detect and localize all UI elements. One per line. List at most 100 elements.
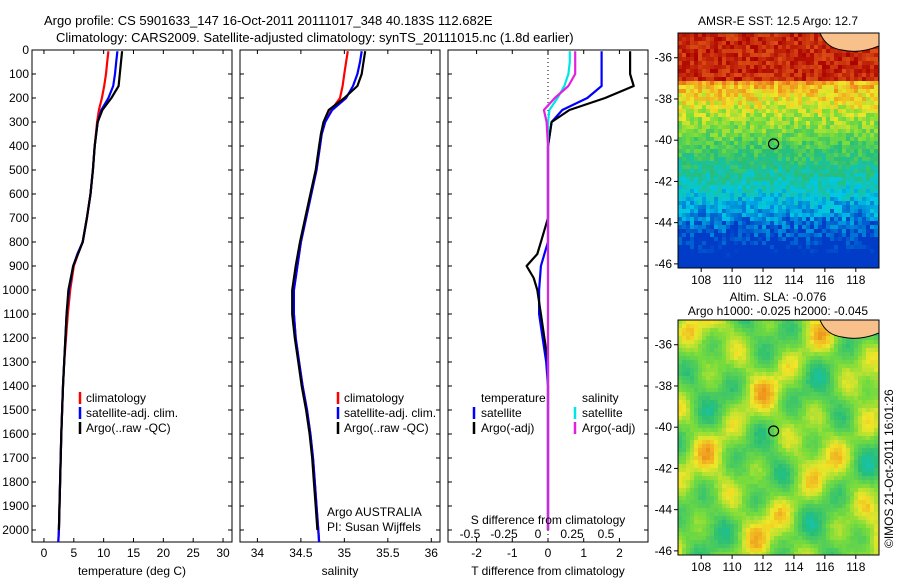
sla-cell (806, 424, 810, 428)
sst-cell (702, 37, 706, 41)
sla-cell (682, 324, 686, 328)
sla-cell (782, 400, 786, 404)
sst-cell (842, 165, 846, 169)
sla-cell (790, 348, 794, 352)
sla-cell (706, 444, 710, 448)
sla-cell (722, 396, 726, 400)
sla-cell (738, 376, 742, 380)
sla-cell (766, 444, 770, 448)
sla-cell (726, 428, 730, 432)
sla-cell (694, 376, 698, 380)
sla-cell (702, 368, 706, 372)
sla-cell (770, 324, 774, 328)
sst-cell (738, 169, 742, 173)
sla-cell (830, 432, 834, 436)
sst-cell (726, 249, 730, 253)
sla-cell (798, 328, 802, 332)
sst-cell (694, 145, 698, 149)
sst-cell (782, 129, 786, 133)
sst-cell (730, 237, 734, 241)
sla-cell (682, 436, 686, 440)
sst-cell (758, 37, 762, 41)
sst-cell (750, 257, 754, 261)
sst-cell (782, 265, 786, 268)
sla-cell (766, 452, 770, 456)
sla-cell (874, 408, 878, 412)
sla-cell (678, 356, 682, 360)
sst-cell (682, 149, 686, 153)
sla-cell (754, 400, 758, 404)
sla-cell (794, 408, 798, 412)
sst-cell (842, 237, 846, 241)
sst-cell (758, 61, 762, 65)
sst-cell (810, 229, 814, 233)
sla-cell (694, 336, 698, 340)
sla-cell (690, 428, 694, 432)
sla-cell (822, 416, 826, 420)
y-tick-label: 400 (9, 139, 29, 153)
sst-cell (850, 137, 854, 141)
sst-cell (694, 77, 698, 81)
sst-cell (722, 145, 726, 149)
sst-cell (826, 253, 830, 257)
sla-cell (690, 340, 694, 344)
sla-cell (806, 412, 810, 416)
sla-cell (770, 384, 774, 388)
sla-cell (774, 344, 778, 348)
sst-cell (826, 165, 830, 169)
sla-cell (770, 388, 774, 392)
sst-cell (782, 53, 786, 57)
sla-cell (862, 364, 866, 368)
sla-cell (854, 420, 858, 424)
sst-cell (730, 113, 734, 117)
sla-cell (714, 396, 718, 400)
legend-label-t-satellite: satellite (481, 406, 522, 420)
sst-cell (766, 165, 770, 169)
sst-cell (790, 121, 794, 125)
sla-cell (742, 452, 746, 456)
sla-cell (722, 444, 726, 448)
sst-cell (702, 113, 706, 117)
sst-cell (858, 181, 862, 185)
sst-cell (778, 57, 782, 61)
sst-cell (710, 169, 714, 173)
sst-cell (838, 153, 842, 157)
sst-cell (710, 33, 714, 37)
sst-cell (738, 53, 742, 57)
sst-cell (862, 249, 866, 253)
sst-cell (866, 113, 870, 117)
sla-cell (830, 416, 834, 420)
sst-cell (866, 53, 870, 57)
sla-cell (698, 324, 702, 328)
sst-cell (766, 149, 770, 153)
sst-cell (786, 137, 790, 141)
sla-cell (830, 368, 834, 372)
sst-cell (734, 229, 738, 233)
sla-cell (846, 424, 850, 428)
sst-cell (690, 185, 694, 189)
sst-cell (794, 149, 798, 153)
sst-cell (842, 241, 846, 245)
sla-cell (690, 352, 694, 356)
sla-cell (750, 348, 754, 352)
sst-cell (758, 41, 762, 45)
sla-cell (798, 336, 802, 340)
sst-cell (862, 113, 866, 117)
sla-cell (838, 424, 842, 428)
sst-cell (862, 85, 866, 89)
sla-cell (690, 408, 694, 412)
sst-cell (786, 265, 790, 268)
sst-cell (846, 241, 850, 245)
sst-cell (738, 261, 742, 265)
sst-cell (826, 77, 830, 81)
sla-cell (758, 432, 762, 436)
sla-cell (834, 384, 838, 388)
sst-cell (778, 97, 782, 101)
sst-cell (702, 45, 706, 49)
sst-cell (790, 97, 794, 101)
sla-cell (770, 420, 774, 424)
sst-cell (846, 161, 850, 165)
sst-cell (838, 157, 842, 161)
sst-cell (746, 193, 750, 197)
sst-cell (814, 85, 818, 89)
